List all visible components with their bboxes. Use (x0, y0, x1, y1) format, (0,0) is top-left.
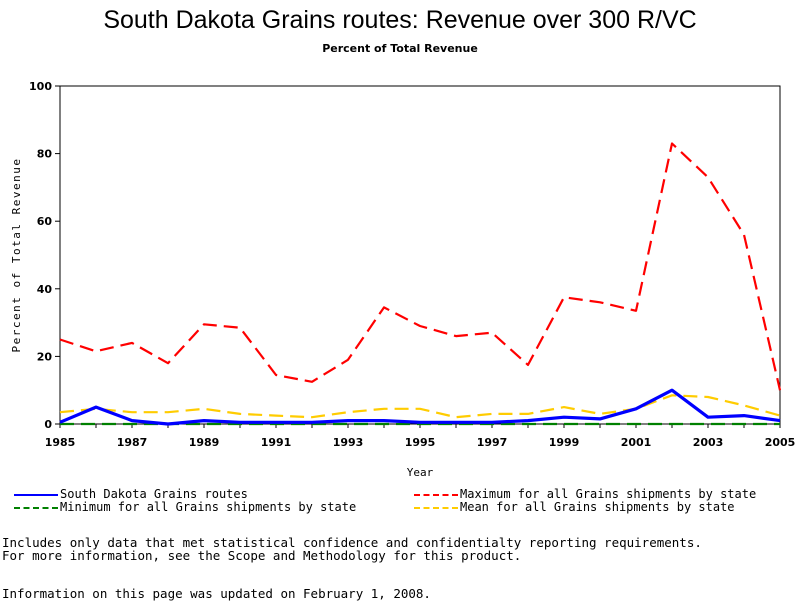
x-axis: 1985 1987 1989 1991 1993 1995 1997 1999 2001 2003… (45, 424, 796, 449)
note-updated: Information on this page was updated on … (2, 586, 431, 601)
y-tick-label: 40 (37, 283, 53, 296)
legend-swatch (414, 506, 458, 509)
y-tick-label: 0 (44, 418, 52, 431)
x-tick-label: 2003 (693, 436, 724, 449)
series-group (59, 142, 782, 426)
chart-title: South Dakota Grains routes: Revenue over… (103, 6, 697, 34)
legend-swatch (414, 493, 458, 496)
plot-frame (59, 85, 781, 425)
y-tick-label: 60 (37, 215, 53, 228)
legend-item-maximum: Maximum for all Grains shipments by stat… (414, 487, 756, 501)
series-line-maximum-for-all-grains-shipments-by-state (59, 142, 782, 391)
y-tick-label: 20 (37, 350, 53, 363)
x-tick-label: 1997 (477, 436, 508, 449)
chart-subtitle: Percent of Total Revenue (322, 42, 478, 55)
x-tick-label: 1993 (333, 436, 364, 449)
x-tick-label: 1991 (261, 436, 292, 449)
y-axis: 0 20 40 60 80 100 (29, 80, 60, 431)
legend-item-mean: Mean for all Grains shipments by state (414, 500, 735, 514)
legend-label: South Dakota Grains routes (60, 487, 248, 501)
y-tick-label: 80 (37, 148, 53, 161)
legend-label: Mean for all Grains shipments by state (460, 500, 735, 514)
x-tick-label: 1985 (45, 436, 76, 449)
legend-item-south-dakota: South Dakota Grains routes (14, 487, 248, 501)
x-tick-label: 1995 (405, 436, 436, 449)
y-axis-title: Percent of Total Revenue (10, 158, 23, 353)
x-axis-title: Year (407, 466, 434, 479)
series-line-mean-for-all-grains-shipments-by-state (59, 394, 781, 419)
x-tick-label: 2001 (621, 436, 652, 449)
legend-item-minimum: Minimum for all Grains shipments by stat… (14, 500, 356, 514)
x-tick-label: 2005 (765, 436, 796, 449)
x-tick-label: 1987 (117, 436, 148, 449)
series-line-south-dakota-grains-routes (59, 388, 781, 426)
x-tick-label: 1999 (549, 436, 580, 449)
legend-swatch (14, 493, 58, 496)
legend-label: Maximum for all Grains shipments by stat… (460, 487, 757, 501)
x-tick-label: 1989 (189, 436, 220, 449)
legend-swatch (14, 506, 58, 509)
note-methodology: For more information, see the Scope and … (2, 548, 522, 563)
y-tick-label: 100 (29, 80, 52, 93)
legend-label: Minimum for all Grains shipments by stat… (60, 500, 357, 514)
note-confidentiality: Includes only data that met statistical … (2, 535, 702, 550)
